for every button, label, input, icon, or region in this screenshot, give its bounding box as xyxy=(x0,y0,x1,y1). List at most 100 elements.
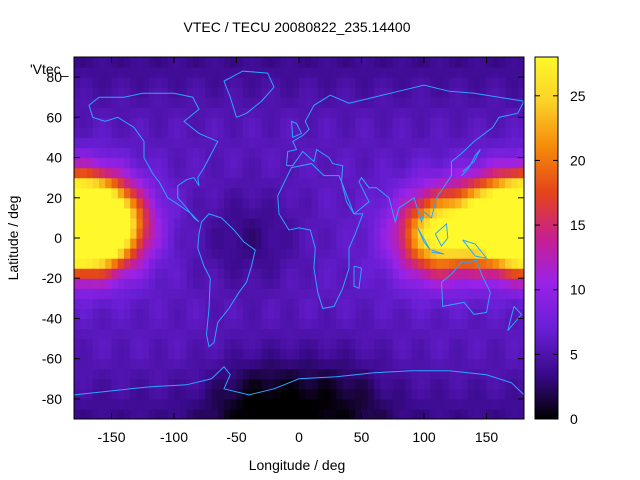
heatmap-cell xyxy=(499,358,506,370)
heatmap-cell xyxy=(311,378,319,390)
heatmap-cell xyxy=(211,107,219,118)
heatmap-cell xyxy=(474,318,481,330)
heatmap-cell xyxy=(161,217,169,229)
heatmap-cell xyxy=(80,227,88,239)
heatmap-cell xyxy=(74,408,81,419)
heatmap-cell xyxy=(249,308,256,320)
heatmap-cell xyxy=(86,348,94,360)
heatmap-cell xyxy=(124,97,131,108)
heatmap-cell xyxy=(199,378,206,390)
heatmap-cell xyxy=(374,217,381,229)
heatmap-cell xyxy=(99,288,106,299)
heatmap-cell xyxy=(180,398,188,410)
heatmap-cell xyxy=(292,268,300,279)
heatmap-cell xyxy=(361,107,369,118)
heatmap-cell xyxy=(180,127,188,139)
heatmap-cell xyxy=(405,137,413,149)
heatmap-cell xyxy=(330,408,338,419)
heatmap-cell xyxy=(380,238,388,249)
heatmap-cell xyxy=(111,227,119,239)
heatmap-cell xyxy=(111,87,119,98)
heatmap-cell xyxy=(461,268,469,279)
heatmap-cell xyxy=(167,358,175,370)
heatmap-cell xyxy=(267,308,275,320)
heatmap-cell xyxy=(305,67,313,78)
heatmap-cell xyxy=(167,197,175,209)
heatmap-cell xyxy=(517,197,524,209)
heatmap-cell xyxy=(174,278,181,289)
heatmap-cell xyxy=(92,107,100,118)
heatmap-cell xyxy=(192,378,200,390)
heatmap-cell xyxy=(461,227,469,239)
heatmap-cell xyxy=(274,87,281,98)
heatmap-cell xyxy=(74,278,81,289)
heatmap-cell xyxy=(517,328,524,340)
heatmap-cell xyxy=(392,217,400,229)
heatmap-cell xyxy=(211,227,219,239)
heatmap-cell xyxy=(336,107,344,118)
heatmap-cell xyxy=(136,187,144,199)
heatmap-cell xyxy=(105,167,113,179)
heatmap-cell xyxy=(367,408,375,419)
heatmap-cell xyxy=(311,217,319,229)
heatmap-cell xyxy=(361,227,369,239)
heatmap-cell xyxy=(236,197,244,209)
heatmap-cell xyxy=(367,248,375,259)
heatmap-cell xyxy=(417,57,425,68)
heatmap-cell xyxy=(411,268,419,279)
heatmap-cell xyxy=(230,358,238,370)
heatmap-cell xyxy=(249,157,256,169)
heatmap-cell xyxy=(449,97,456,108)
heatmap-cell xyxy=(517,77,524,88)
heatmap-cell xyxy=(217,408,225,419)
heatmap-cell xyxy=(161,57,169,68)
heatmap-cell xyxy=(411,338,419,350)
heatmap-cell xyxy=(411,187,419,199)
heatmap-cell xyxy=(424,388,431,400)
heatmap-cell xyxy=(436,378,444,390)
heatmap-cell xyxy=(211,288,219,299)
heatmap-cell xyxy=(217,308,225,320)
heatmap-cell xyxy=(155,298,163,309)
heatmap-cell xyxy=(217,207,225,219)
heatmap-cell xyxy=(492,197,500,209)
heatmap-cell xyxy=(499,298,506,309)
heatmap-cell xyxy=(505,187,513,199)
heatmap-cell xyxy=(111,117,119,128)
heatmap-cell xyxy=(230,97,238,108)
heatmap-cell xyxy=(142,87,150,98)
heatmap-cell xyxy=(311,328,319,340)
heatmap-cell xyxy=(367,207,375,219)
heatmap-cell xyxy=(174,318,181,330)
heatmap-cell xyxy=(217,77,225,88)
heatmap-cell xyxy=(267,227,275,239)
heatmap-cell xyxy=(499,197,506,209)
heatmap-cell xyxy=(99,268,106,279)
heatmap-cell xyxy=(261,147,269,159)
heatmap-cell xyxy=(424,278,431,289)
heatmap-cell xyxy=(436,358,444,370)
heatmap-cell xyxy=(74,348,81,360)
heatmap-cell xyxy=(186,398,194,410)
heatmap-cell xyxy=(386,328,394,340)
heatmap-cell xyxy=(180,57,188,68)
heatmap-cell xyxy=(80,77,88,88)
heatmap-cell xyxy=(186,127,194,139)
heatmap-cell xyxy=(455,77,463,88)
heatmap-cell xyxy=(230,57,238,68)
heatmap-cell xyxy=(224,258,231,269)
heatmap-cell xyxy=(80,398,88,410)
heatmap-cell xyxy=(186,147,194,159)
heatmap-cell xyxy=(199,207,206,219)
heatmap-cell xyxy=(280,338,288,350)
heatmap-cell xyxy=(149,248,156,259)
heatmap-cell xyxy=(411,87,419,98)
heatmap-cell xyxy=(436,298,444,309)
heatmap-cell xyxy=(205,117,213,128)
heatmap-cell xyxy=(317,408,325,419)
heatmap-cell xyxy=(105,177,113,189)
heatmap-cell xyxy=(117,348,125,360)
heatmap-cell xyxy=(180,268,188,279)
heatmap-cell xyxy=(255,348,263,360)
heatmap-cell xyxy=(299,167,306,179)
